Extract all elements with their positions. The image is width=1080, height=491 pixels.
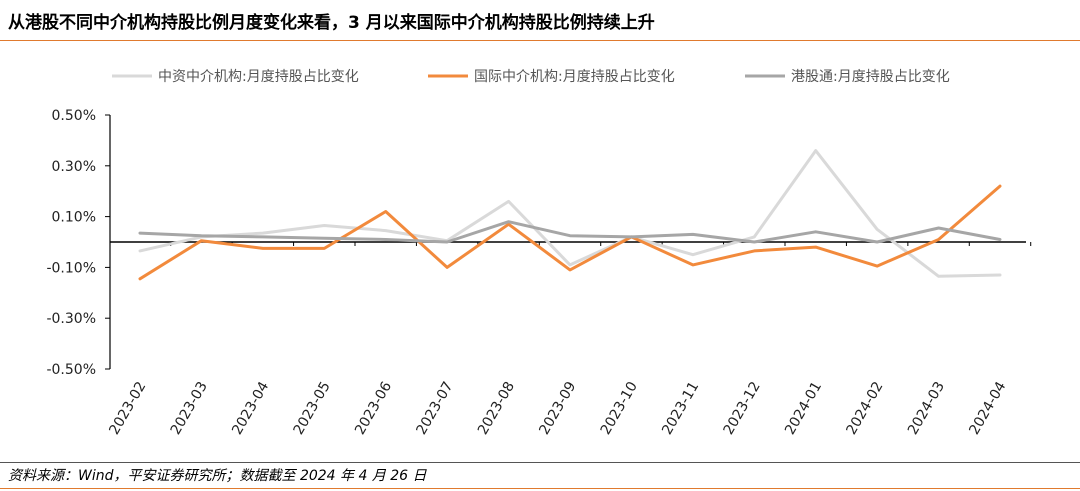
y-tick-label: -0.10% <box>46 260 96 276</box>
line-chart: 中资中介机构:月度持股占比变化 国际中介机构:月度持股占比变化 港股通:月度持股占比… <box>46 69 1032 438</box>
x-tick-label: 2023-06 <box>352 379 395 438</box>
legend: 中资中介机构:月度持股占比变化 国际中介机构:月度持股占比变化 港股通:月度持股占比… <box>112 69 950 85</box>
bottom-divider <box>0 488 1080 489</box>
legend-label: 国际中介机构:月度持股占比变化 <box>474 69 675 85</box>
y-axis: 0.50% 0.30% 0.10% -0.10% -0.30% -0.50% <box>46 108 111 378</box>
x-tick-label: 2023-10 <box>598 379 641 438</box>
y-tick-label: -0.30% <box>46 311 96 327</box>
x-tick-label: 2023-12 <box>721 379 764 438</box>
x-tick-label: 2023-02 <box>106 379 149 438</box>
x-axis: 2023-02 2023-03 2023-04 2023-05 2023-06 2023-… <box>106 241 1032 438</box>
x-tick-label: 2023-11 <box>659 379 702 438</box>
y-tick-label: 0.10% <box>52 210 96 226</box>
x-tick-label: 2023-03 <box>168 379 211 438</box>
legend-label: 港股通:月度持股占比变化 <box>791 69 950 85</box>
footer-divider <box>0 462 1080 463</box>
y-tick-label: 0.50% <box>52 108 96 124</box>
title-bar: 从港股不同中介机构持股比例月度变化来看，3 月以来国际中介机构持股比例持续上升 <box>0 0 1080 41</box>
x-tick-label: 2024-03 <box>905 379 948 438</box>
x-tick-label: 2023-09 <box>536 379 579 438</box>
x-tick-label: 2024-04 <box>966 379 1009 438</box>
x-tick-label: 2023-04 <box>229 379 272 438</box>
y-tick-label: 0.30% <box>52 159 96 175</box>
chart-title: 从港股不同中介机构持股比例月度变化来看，3 月以来国际中介机构持股比例持续上升 <box>8 13 655 33</box>
series-line-1 <box>138 149 1002 278</box>
x-tick-label: 2024-02 <box>844 379 887 438</box>
source-note: 资料来源：Wind，平安证券研究所；数据截至 2024 年 4 月 26 日 <box>8 468 427 484</box>
x-tick-label: 2024-01 <box>782 379 825 438</box>
x-tick-label: 2023-08 <box>475 379 518 438</box>
legend-label: 中资中介机构:月度持股占比变化 <box>158 69 359 85</box>
x-tick-label: 2023-07 <box>414 379 457 438</box>
series-line-3 <box>138 220 1002 244</box>
y-tick-label: -0.50% <box>46 362 96 378</box>
series-line-2 <box>138 184 1002 281</box>
series-lines <box>138 149 1002 281</box>
x-tick-label: 2023-05 <box>291 379 334 438</box>
